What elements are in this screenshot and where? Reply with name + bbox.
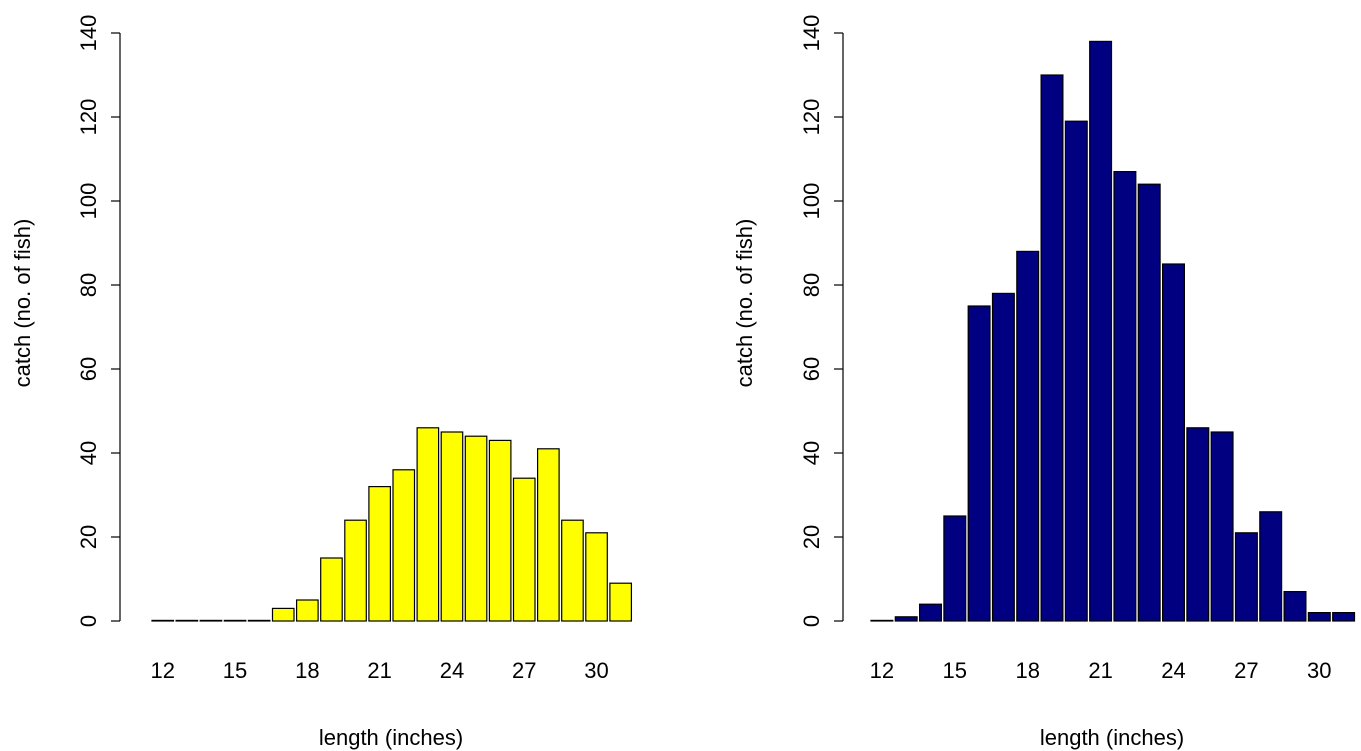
bar-23 [416, 427, 440, 622]
y-tick-label: 140 [799, 15, 824, 52]
y-tick-label: 60 [76, 357, 101, 381]
bar-19 [320, 557, 343, 622]
bar-12 [151, 619, 175, 622]
bar-14 [199, 619, 223, 622]
bar-23 [1137, 183, 1161, 622]
x-tick-label: 21 [367, 658, 391, 683]
x-tick-label: 21 [1088, 658, 1112, 683]
y-axis-title-left: catch (no. of fish) [10, 219, 35, 388]
right-chart-panel: 0 20 40 60 80 100 120 140 12 15 18 21 24 27 30 length… [732, 15, 1356, 750]
bar-26 [1210, 431, 1234, 622]
x-ticks-left: 12 15 18 21 24 27 30 [151, 658, 609, 683]
y-tick-label: 20 [799, 525, 824, 549]
x-tick-label: 27 [1234, 658, 1258, 683]
bar-27 [1234, 532, 1258, 622]
y-axis-title-right: catch (no. of fish) [732, 219, 757, 388]
y-tick-label: 0 [76, 615, 101, 627]
bar-25 [1186, 427, 1210, 622]
x-tick-label: 24 [1161, 658, 1185, 683]
y-tick-label: 140 [76, 15, 101, 52]
y-tick-label: 20 [76, 525, 101, 549]
bar-20 [1064, 120, 1088, 622]
x-tick-label: 18 [295, 658, 319, 683]
bar-16 [247, 619, 271, 622]
bar-12 [870, 619, 894, 622]
x-tick-label: 27 [512, 658, 536, 683]
x-tick-label: 15 [943, 658, 967, 683]
bar-21 [368, 486, 391, 622]
y-tick-label: 60 [799, 357, 824, 381]
y-tick-label: 0 [799, 615, 824, 627]
bar-26 [488, 439, 512, 622]
y-tick-label: 120 [799, 99, 824, 136]
bar-14 [918, 603, 942, 622]
x-tick-label: 15 [223, 658, 247, 683]
bar-28 [1259, 511, 1283, 622]
y-tick-label: 80 [799, 273, 824, 297]
bar-30 [585, 532, 608, 622]
x-tick-label: 24 [440, 658, 464, 683]
bar-13 [894, 616, 918, 622]
bar-22 [1113, 171, 1137, 622]
bar-17 [271, 607, 295, 622]
y-axis-right: 0 20 40 60 80 100 120 140 [799, 15, 844, 627]
bar-24 [440, 431, 464, 622]
bar-15 [223, 619, 247, 622]
bar-27 [512, 477, 536, 622]
bar-16 [967, 305, 991, 622]
bar-18 [1016, 250, 1040, 622]
bar-13 [175, 619, 199, 622]
y-tick-label: 100 [76, 183, 101, 220]
bar-19 [1040, 74, 1064, 622]
bar-22 [392, 469, 416, 622]
bar-31 [609, 582, 633, 622]
x-tick-label: 12 [151, 658, 175, 683]
bar-25 [464, 435, 488, 622]
x-tick-label: 30 [584, 658, 608, 683]
y-tick-label: 40 [799, 441, 824, 465]
bars-right [870, 40, 1356, 622]
y-tick-label: 120 [76, 99, 101, 136]
bar-30 [1307, 611, 1331, 622]
bars-left [151, 427, 633, 622]
bar-29 [1283, 590, 1307, 622]
y-tick-label: 100 [799, 183, 824, 220]
bar-18 [296, 599, 319, 622]
bar-21 [1089, 40, 1113, 622]
x-tick-label: 18 [1015, 658, 1039, 683]
y-axis-left: 0 20 40 60 80 100 120 140 [76, 15, 121, 627]
x-axis-title-right: length (inches) [1040, 725, 1184, 750]
bar-20 [344, 519, 367, 622]
bar-24 [1161, 263, 1185, 622]
bar-15 [943, 515, 967, 622]
x-tick-label: 30 [1307, 658, 1331, 683]
left-chart-panel: 0 20 40 60 80 100 120 140 12 15 18 21 24 27 30 length… [10, 15, 633, 750]
bar-31 [1332, 611, 1356, 622]
x-ticks-right: 12 15 18 21 24 27 30 [870, 658, 1332, 683]
bar-29 [561, 519, 584, 622]
y-tick-label: 40 [76, 441, 101, 465]
x-tick-label: 12 [870, 658, 894, 683]
bar-28 [536, 448, 560, 622]
x-axis-title-left: length (inches) [319, 725, 463, 750]
bar-17 [991, 292, 1015, 622]
y-tick-label: 80 [76, 273, 101, 297]
